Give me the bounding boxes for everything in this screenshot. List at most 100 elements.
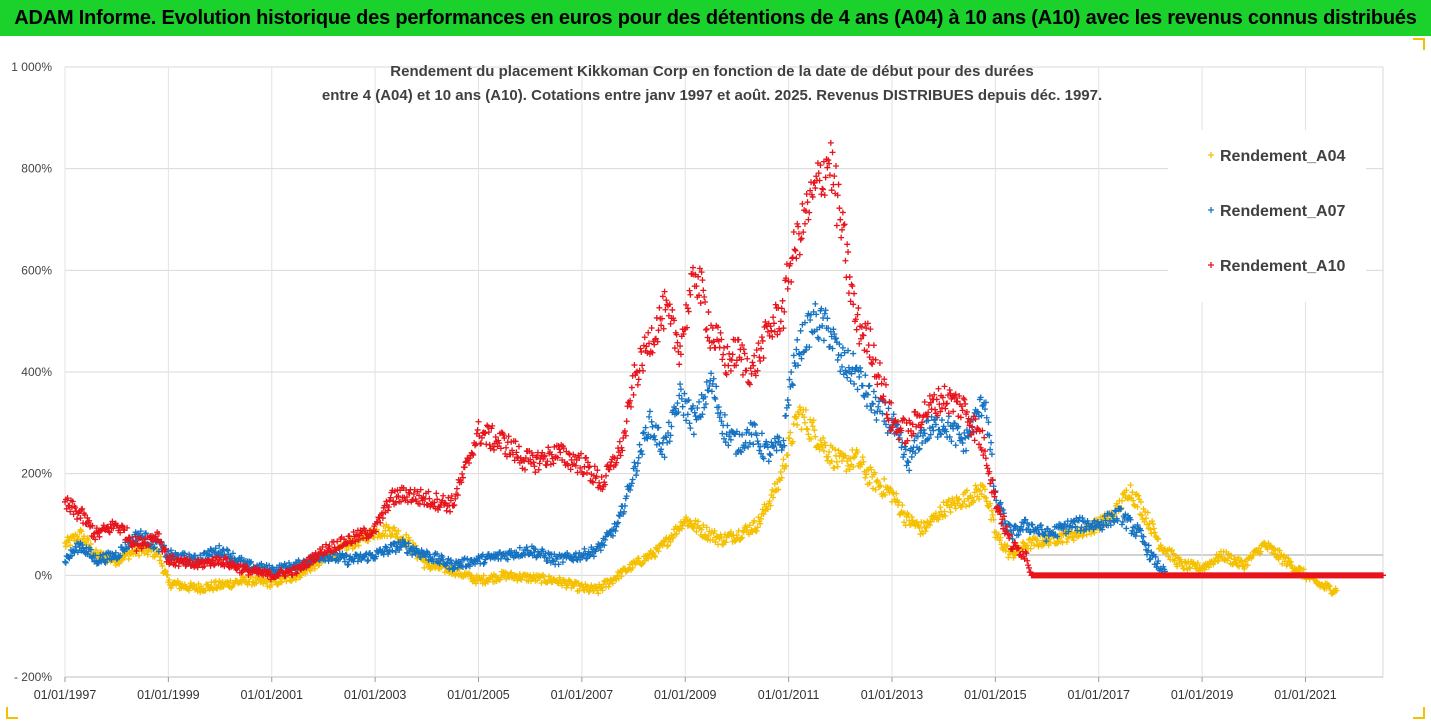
series-1-point-754 (711, 394, 718, 401)
series-2-point-753 (710, 338, 717, 345)
series-1-point-1018 (938, 417, 945, 424)
series-1-point-909 (845, 347, 852, 354)
series-2-point-863 (805, 216, 812, 223)
series-1-point-923 (857, 364, 864, 371)
series-2-point-869 (810, 180, 817, 186)
series-0-point-972 (899, 502, 906, 509)
series-2-point-910 (845, 290, 852, 297)
series-1-point-916 (851, 380, 858, 387)
x-tick-label-6: 01/01/2009 (654, 688, 717, 702)
series-1-point-237 (266, 562, 273, 569)
series-0-point-163 (202, 587, 209, 594)
series-1-point-157 (197, 552, 204, 559)
series-1-point-986 (911, 437, 918, 444)
series-1-point-928 (861, 393, 868, 400)
series-1-point-608 (585, 548, 592, 555)
series-2-point-1019 (939, 394, 946, 401)
series-1-point-690 (656, 440, 663, 447)
series-1-point-1159 (1060, 525, 1067, 532)
series-1-point-652 (623, 493, 630, 500)
series-2-point-769 (724, 343, 731, 350)
series-0-point-380 (389, 531, 396, 538)
series-1-point-326 (342, 551, 349, 558)
series-2-point-650 (621, 428, 628, 435)
series-1-point-94 (142, 530, 149, 537)
series-2-point-868 (809, 193, 816, 200)
series-1-point-980 (906, 467, 913, 474)
series-0-point-849 (793, 415, 800, 422)
series-2-point-1022 (942, 405, 949, 412)
series-2-point-1014 (935, 385, 942, 392)
series-2-point-968 (895, 436, 902, 443)
series-0-point-636 (609, 580, 616, 587)
series-1-point-659 (629, 476, 636, 483)
series-2-point-752 (709, 324, 716, 331)
series-2-point-677 (645, 329, 652, 336)
series-2-point-1038 (956, 393, 963, 400)
series-1-point-485 (479, 551, 486, 558)
series-0-point-870 (811, 427, 818, 434)
series-0-point-1084 (995, 531, 1002, 538)
series-1-point-922 (856, 373, 863, 380)
series-2-point-813 (762, 319, 769, 326)
series-1-point-380 (389, 547, 396, 554)
series-2-point-20 (79, 505, 86, 512)
series-1-point-760 (716, 414, 723, 421)
x-tick-label-2: 01/01/2001 (240, 688, 303, 702)
series-1-point-730 (690, 431, 697, 438)
series-1-point-260 (285, 559, 292, 566)
series-0-point-1000 (923, 524, 930, 531)
series-0-point-896 (833, 458, 840, 465)
series-2-point-598 (577, 465, 584, 472)
series-1-point-734 (694, 405, 701, 412)
series-1-point-829 (776, 434, 783, 441)
series-1-point-614 (590, 553, 597, 560)
series-2-point-958 (887, 427, 894, 434)
series-0-point-803 (753, 528, 760, 535)
series-1-point-438 (439, 554, 446, 561)
series-1-point-1002 (925, 417, 932, 424)
series-2-point-669 (638, 349, 645, 356)
series-1-point-912 (847, 378, 854, 385)
series-0-point-376 (385, 524, 392, 531)
series-1-point-658 (628, 480, 635, 487)
series-1-point-1204 (1099, 526, 1106, 533)
series-1-point-1169 (1069, 524, 1076, 531)
series-1-point-976 (902, 446, 909, 453)
series-1-point-839 (784, 397, 791, 404)
series-1-point-803 (753, 432, 760, 439)
series-2-point-733 (693, 283, 700, 290)
series-0-point-929 (862, 474, 869, 481)
series-0-point-341 (355, 542, 362, 549)
y-tick-label-0: - 200% (14, 670, 52, 684)
series-1-point-850 (794, 336, 801, 343)
series-2-point-791 (743, 367, 750, 374)
series-1-point-195 (229, 550, 236, 557)
series-1-point-682 (649, 423, 656, 430)
series-2-point-469 (466, 460, 473, 467)
series-2-point-1045 (962, 400, 969, 407)
series-2-point-789 (741, 350, 748, 357)
series-1-point-664 (633, 467, 640, 474)
series-2-point-1005 (927, 399, 934, 406)
series-0-point-1401 (1268, 549, 1275, 556)
series-2-point-851 (795, 223, 802, 230)
series-0-point-1 (62, 543, 69, 550)
y-tick-label-2: 200% (21, 467, 52, 481)
series-2-point-510 (501, 435, 508, 442)
series-1-point-0 (62, 558, 68, 565)
series-2-point-657 (627, 403, 634, 410)
series-0-point-30 (87, 541, 94, 548)
series-1-point-997 (920, 426, 927, 433)
series-1-point-642 (615, 519, 622, 526)
series-0-point-807 (757, 520, 764, 527)
series-1-point-373 (383, 544, 390, 551)
series-2-point-890 (828, 187, 835, 194)
series-2-point-1042 (959, 407, 966, 414)
series-2-point-464 (461, 464, 468, 471)
series-1-point-785 (738, 449, 745, 456)
series-1-point-718 (680, 412, 687, 419)
series-2-point-687 (653, 314, 660, 321)
series-2-point-593 (572, 462, 579, 469)
series-2-point-400 (406, 490, 413, 497)
